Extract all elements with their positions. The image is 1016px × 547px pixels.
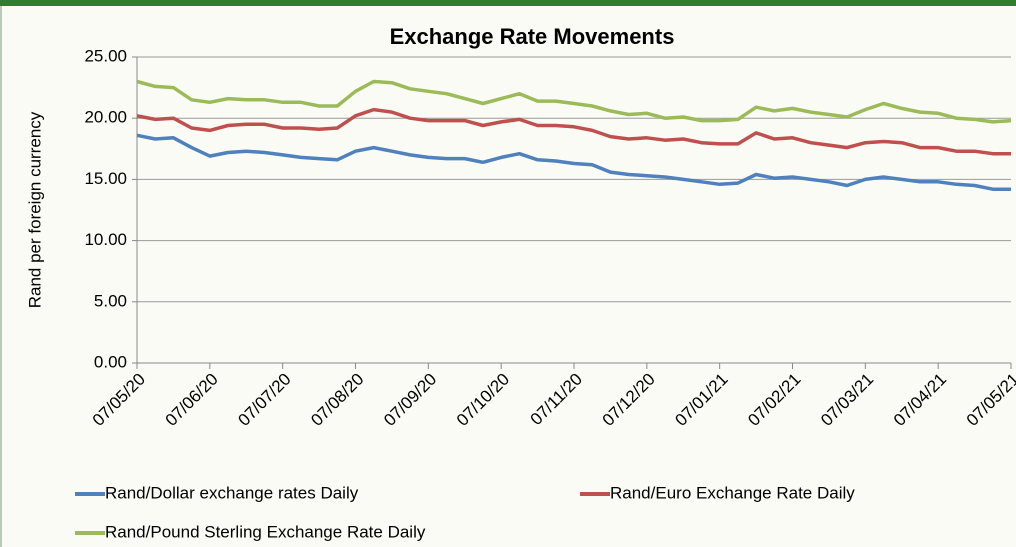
x-tick-label: 07/04/21	[890, 370, 950, 430]
chart-title: Exchange Rate Movements	[390, 24, 675, 49]
line-series	[136, 79, 1012, 124]
y-tick-label: 5.00	[94, 291, 127, 310]
line-series	[136, 107, 1011, 156]
x-tick-label: 07/12/20	[599, 370, 659, 430]
x-tick-label: 07/06/20	[162, 370, 222, 430]
x-tick-label: 07/05/20	[89, 370, 149, 430]
y-tick-label: 20.00	[84, 108, 127, 127]
y-tick-label: 0.00	[94, 352, 127, 371]
top-border	[0, 0, 1016, 6]
x-tick-label: 07/02/21	[744, 370, 804, 430]
y-tick-label: 15.00	[84, 169, 127, 188]
x-tick-label: 07/05/21	[963, 370, 1016, 430]
legend-label: Rand/Pound Sterling Exchange Rate Daily	[105, 522, 426, 541]
x-tick-label: 07/09/20	[380, 370, 440, 430]
y-tick-label: 25.00	[84, 46, 127, 65]
x-tick-label: 07/11/20	[527, 370, 586, 429]
legend-label: Rand/Dollar exchange rates Daily	[105, 483, 359, 502]
y-axis-label: Rand per foreign currency	[25, 111, 44, 308]
x-tick-label: 07/07/20	[234, 370, 294, 430]
x-tick-label: 07/03/21	[817, 370, 877, 430]
legend-label: Rand/Euro Exchange Rate Daily	[610, 483, 855, 502]
line-series	[136, 133, 1011, 191]
x-tick-label: 07/01/21	[671, 370, 731, 430]
x-tick-label: 07/10/20	[453, 370, 513, 430]
x-tick-label: 07/08/20	[307, 370, 367, 430]
y-tick-label: 10.00	[84, 230, 127, 249]
